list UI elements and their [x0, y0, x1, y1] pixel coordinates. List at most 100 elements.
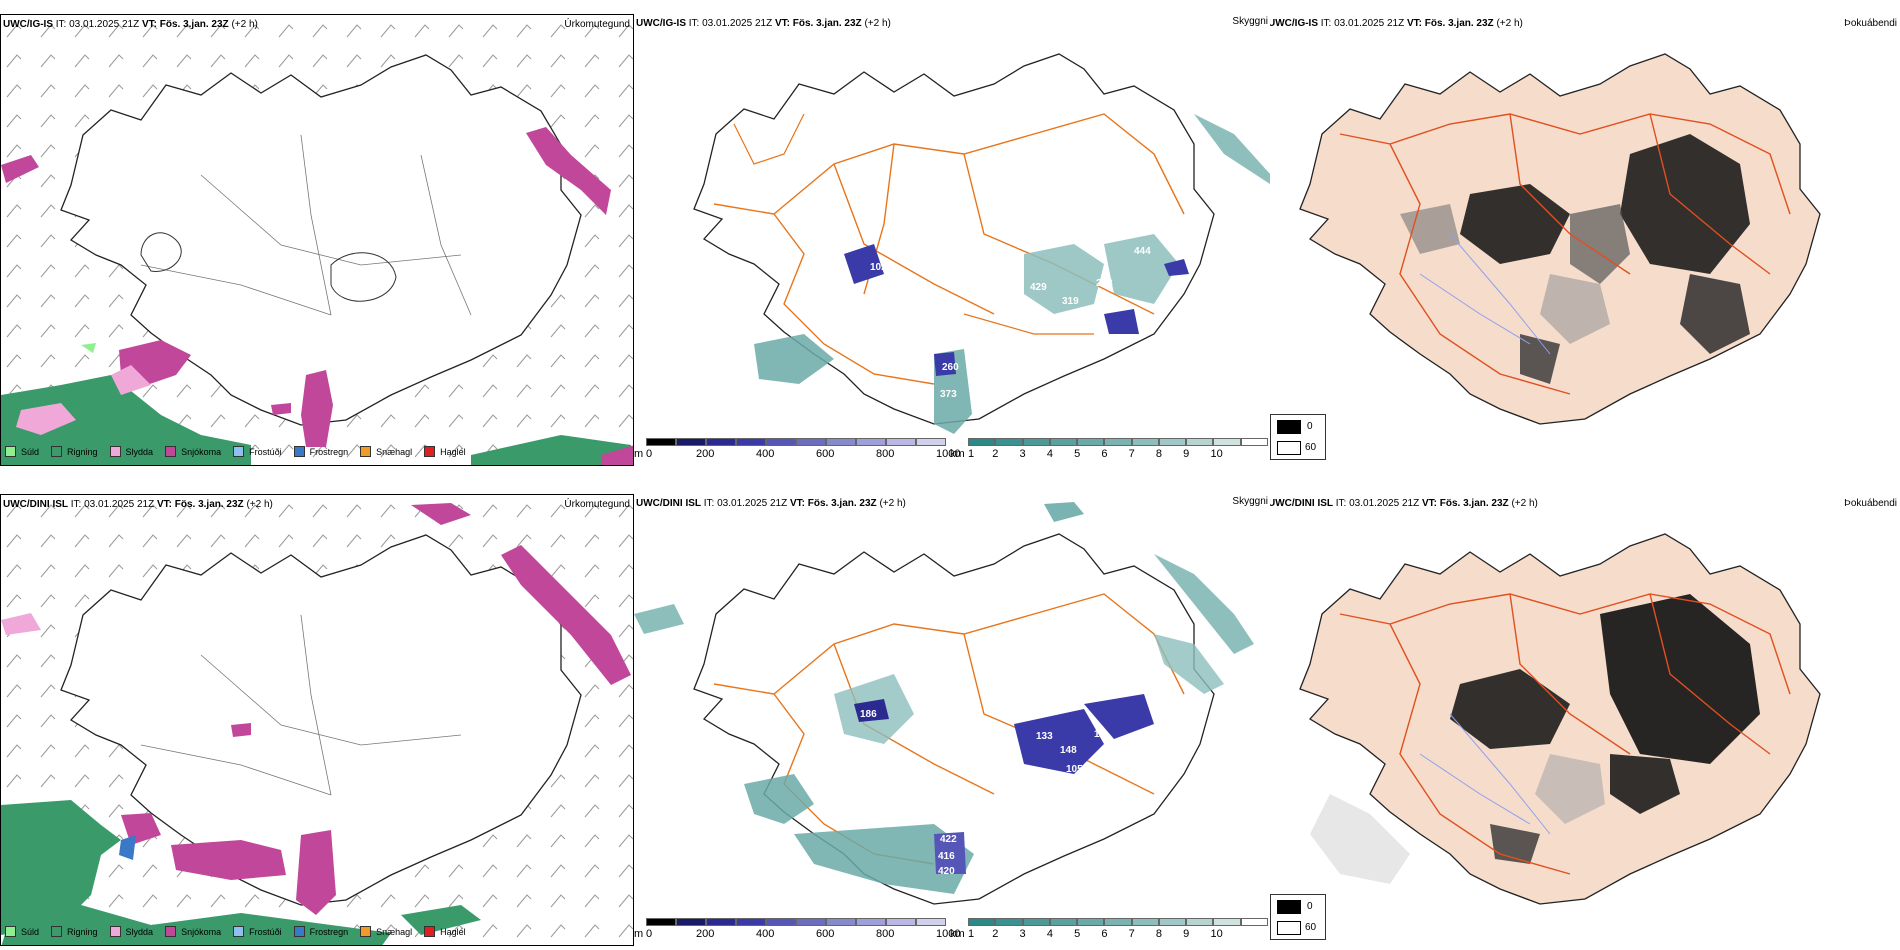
- colorbar-tick-label: 9: [1183, 448, 1190, 460]
- visibility-label: 10: [852, 672, 864, 683]
- visibility-label: 105: [1066, 764, 1083, 775]
- colorbar-swatch: [1077, 438, 1105, 446]
- visibility-panel-row2: 133 148 18 186 422 416 420 105 10 UWC/DI…: [634, 494, 1270, 946]
- colorbar-swatch: [646, 918, 676, 926]
- snow-area: [296, 830, 336, 915]
- colorbar-swatch: [886, 918, 916, 926]
- colorbar-swatch: [995, 438, 1023, 446]
- legend-item: Frostregn: [293, 446, 348, 457]
- fog-panel-row1: UWC/IG-IS IT: 03.01.2025 21Z VT: Fös. 3.…: [1270, 14, 1900, 466]
- colorbar-tick-label: 0: [646, 928, 653, 940]
- colorbar-swatch: [736, 918, 766, 926]
- colorbar-swatch: [1022, 438, 1050, 446]
- colorbar-swatch: [1213, 438, 1241, 446]
- legend-item: Rigning: [51, 446, 98, 457]
- low-vis-area: [794, 824, 974, 894]
- colorbar-swatch: [1158, 918, 1187, 926]
- iceland-precip-map: [1, 15, 633, 465]
- panel-title: Úrkomutegund: [564, 499, 630, 510]
- panel-header: UWC/IG-IS IT: 03.01.2025 21Z VT: Fös. 3.…: [636, 18, 891, 29]
- panel-title: Skyggni: [1232, 496, 1268, 507]
- legend-item: Snjókoma: [165, 926, 221, 937]
- colorbar-swatch: [1186, 918, 1214, 926]
- rain-area: [1, 800, 121, 935]
- precip-legend: Súld Rigning Slydda Snjókoma Frostúði Fr…: [5, 446, 478, 457]
- panel-header: UWC/DINI ISL IT: 03.01.2025 21Z VT: Fös.…: [3, 499, 273, 510]
- colorbar-swatch: [968, 918, 996, 926]
- legend-item: Súld: [5, 446, 39, 457]
- visibility-label: 416: [938, 851, 955, 862]
- colorbar-swatch: [856, 918, 886, 926]
- iceland-fog-map: [1299, 533, 1821, 905]
- precip-type-panel-row2: UWC/DINI ISL IT: 03.01.2025 21Z VT: Fös.…: [0, 494, 634, 946]
- snow-area: [301, 370, 333, 447]
- colorbar-swatch: [1213, 918, 1241, 926]
- legend-item: Haglél: [424, 926, 466, 937]
- colorbar-unit-m: m: [634, 928, 644, 940]
- colorbar-tick-label: 1: [968, 928, 975, 940]
- visibility-colorbar: m 0 200 400 600 800 1000 km 1 2 3 4 5 6 7 8 9 10: [634, 918, 1270, 944]
- legend-item: Frostúði: [233, 446, 282, 457]
- colorbar-swatch: [796, 918, 826, 926]
- snow-area: [501, 545, 631, 685]
- colorbar-tick-label: 1: [968, 448, 975, 460]
- fog-panel-row2: UWC/DINI ISL IT: 03.01.2025 21Z VT: Fös.…: [1270, 494, 1900, 946]
- fog-area: [1450, 669, 1570, 749]
- island-outline: [60, 54, 582, 426]
- colorbar-tick-label: 5: [1074, 928, 1081, 940]
- visibility-label: 186: [860, 709, 877, 720]
- panel-title: Þokuábendi: [1844, 18, 1897, 29]
- colorbar-tick-label: 8: [1155, 928, 1163, 940]
- colorbar-tick-label: 8: [1155, 448, 1163, 460]
- legend-item: Slydda: [109, 446, 153, 457]
- legend-item: Haglél: [424, 446, 466, 457]
- colorbar-swatch: [1158, 438, 1187, 446]
- colorbar-tick-label: 7: [1128, 928, 1135, 940]
- road-network: [713, 113, 1185, 385]
- low-vis-area: [1014, 709, 1104, 774]
- colorbar-swatch: [1131, 918, 1159, 926]
- fog-area: [1620, 134, 1750, 274]
- sleet-area: [16, 403, 76, 435]
- panel-header: UWC/DINI ISL IT: 03.01.2025 21Z VT: Fös.…: [636, 498, 906, 509]
- colorbar-unit-m: m: [634, 448, 644, 460]
- visibility-label: 420: [938, 866, 955, 877]
- colorbar-tick-label: 800: [876, 928, 895, 940]
- colorbar-tick-label: 3: [1019, 928, 1026, 940]
- colorbar-swatch: [916, 438, 946, 446]
- snow-area: [171, 840, 286, 880]
- road-network: [1339, 113, 1791, 395]
- colorbar-swatch: [1049, 438, 1078, 446]
- colorbar-swatch: [1104, 438, 1132, 446]
- visibility-label: 444: [1134, 246, 1151, 257]
- iceland-visibility-map: [634, 502, 1254, 905]
- colorbar-swatch: [736, 438, 766, 446]
- colorbar-swatch: [766, 438, 796, 446]
- colorbar-swatch: [1049, 918, 1078, 926]
- panel-title: Skyggni: [1232, 16, 1268, 27]
- iceland-fog-map: [1299, 53, 1821, 425]
- colorbar-tick-label: 4: [1046, 448, 1053, 460]
- colorbar-tick-label: 200: [696, 928, 715, 940]
- legend-item: Súld: [5, 926, 39, 937]
- colorbar-tick-label: 600: [816, 448, 835, 460]
- colorbar-swatch: [796, 438, 826, 446]
- rain-area: [1, 375, 251, 465]
- road-network: [1339, 593, 1791, 875]
- visibility-label: 133: [1036, 731, 1053, 742]
- colorbar-tick-label: 6: [1101, 928, 1108, 940]
- visibility-label: 253: [1096, 278, 1113, 289]
- visibility-label: 18: [1094, 729, 1106, 740]
- river-lines: [1419, 233, 1551, 355]
- colorbar-swatch: [1104, 918, 1132, 926]
- visibility-label: 260: [942, 362, 959, 373]
- legend-item: Slydda: [109, 926, 153, 937]
- colorbar-tick-label: 4: [1046, 928, 1053, 940]
- colorbar-tick-label: 6: [1101, 448, 1108, 460]
- panel-header: UWC/IG-IS IT: 03.01.2025 21Z VT: Fös. 3.…: [3, 19, 258, 30]
- iceland-visibility-map: [693, 53, 1270, 434]
- snow-area: [1, 155, 39, 183]
- visibility-label: 429: [1030, 282, 1047, 293]
- colorbar-swatch: [1131, 438, 1159, 446]
- colorbar-swatch: [646, 438, 676, 446]
